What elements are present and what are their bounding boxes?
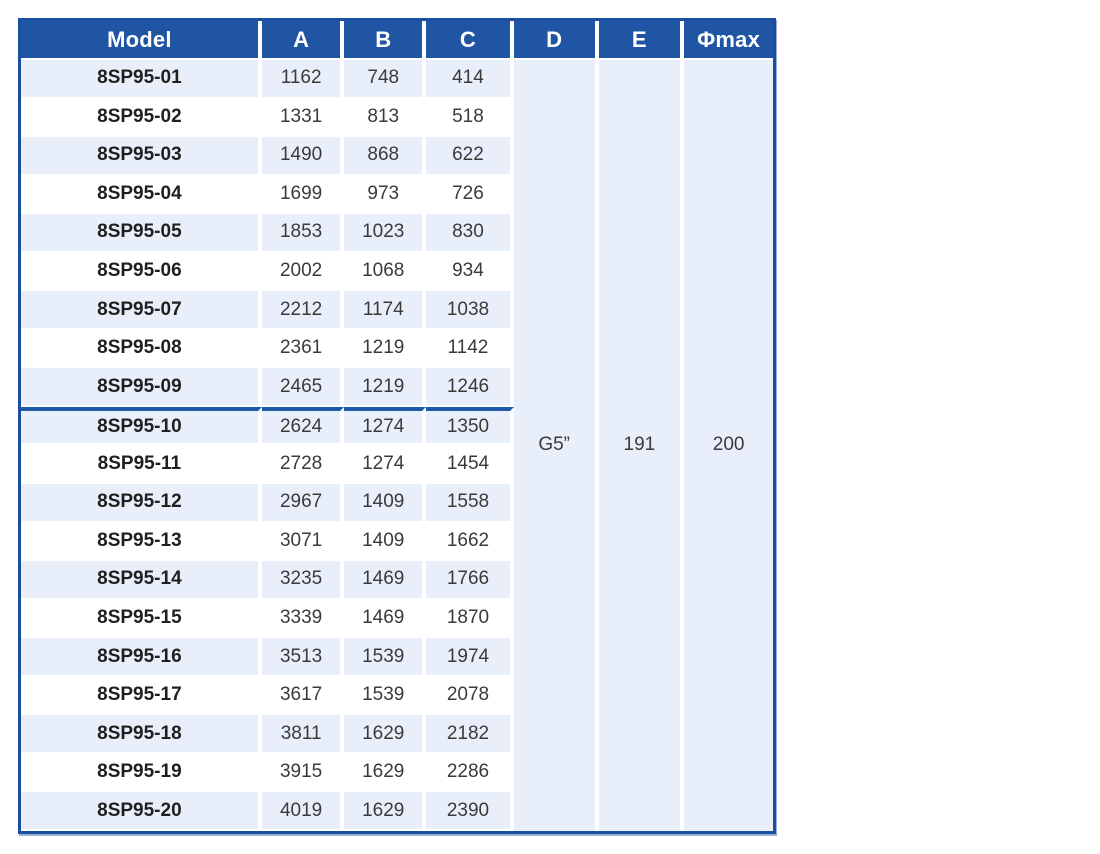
header-cell-e: E [598,21,685,60]
model-cell: 8SP95-03 [21,137,262,176]
value-cell-b: 1629 [344,753,427,793]
merged-cell-e: 191 [598,60,685,831]
header-cell-model: Model [21,21,262,60]
model-cell: 8SP95-04 [21,175,262,215]
value-cell-a: 3915 [261,753,345,793]
value-cell-c: 1558 [426,484,514,523]
value-cell-b: 1274 [344,406,427,446]
value-cell-a: 1853 [261,214,345,253]
value-cell-c: 622 [426,137,514,176]
value-cell-a: 2361 [261,329,345,369]
value-cell-b: 868 [344,137,427,176]
value-cell-b: 1629 [344,715,427,754]
value-cell-b: 1174 [344,291,427,330]
value-cell-b: 1409 [344,484,427,523]
value-cell-b: 1539 [344,638,427,677]
value-cell-b: 1274 [344,445,427,485]
value-cell-a: 3339 [261,599,345,639]
model-cell: 8SP95-10 [21,406,262,446]
model-cell: 8SP95-09 [21,368,262,407]
value-cell-c: 2182 [426,715,514,754]
value-cell-c: 518 [426,98,514,138]
value-cell-b: 748 [344,60,427,99]
model-cell: 8SP95-05 [21,214,262,253]
model-cell: 8SP95-19 [21,753,262,793]
value-cell-a: 3811 [261,715,345,754]
value-cell-c: 1870 [426,599,514,639]
value-cell-c: 830 [426,214,514,253]
value-cell-b: 1539 [344,676,427,716]
value-cell-c: 1454 [426,445,514,485]
header-cell-phimax: Φmax [684,21,773,60]
value-cell-c: 1974 [426,638,514,677]
value-cell-a: 3235 [261,561,345,600]
header-cell-c: C [426,21,514,60]
merged-cell-phimax: 200 [684,60,773,831]
value-cell-b: 1409 [344,522,427,562]
value-cell-b: 1469 [344,599,427,639]
value-cell-a: 3071 [261,522,345,562]
value-cell-a: 1331 [261,98,345,138]
model-cell: 8SP95-07 [21,291,262,330]
value-cell-b: 1023 [344,214,427,253]
value-cell-b: 1219 [344,368,427,407]
model-cell: 8SP95-18 [21,715,262,754]
model-cell: 8SP95-17 [21,676,262,716]
value-cell-b: 973 [344,175,427,215]
value-cell-a: 2465 [261,368,345,407]
value-cell-a: 1162 [261,60,345,99]
model-cell: 8SP95-20 [21,792,262,831]
value-cell-a: 2967 [261,484,345,523]
value-cell-a: 4019 [261,792,345,831]
value-cell-a: 1490 [261,137,345,176]
model-cell: 8SP95-11 [21,445,262,485]
model-cell: 8SP95-01 [21,60,262,99]
value-cell-c: 414 [426,60,514,99]
value-cell-a: 2002 [261,252,345,292]
merged-cell-d: G5” [513,60,599,831]
model-cell: 8SP95-14 [21,561,262,600]
value-cell-c: 2390 [426,792,514,831]
value-cell-c: 1766 [426,561,514,600]
value-cell-b: 813 [344,98,427,138]
value-cell-a: 3513 [261,638,345,677]
model-cell: 8SP95-16 [21,638,262,677]
model-cell: 8SP95-15 [21,599,262,639]
model-cell: 8SP95-06 [21,252,262,292]
value-cell-a: 2212 [261,291,345,330]
value-cell-b: 1068 [344,252,427,292]
header-cell-d: D [513,21,599,60]
value-cell-a: 1699 [261,175,345,215]
model-cell: 8SP95-12 [21,484,262,523]
model-cell: 8SP95-02 [21,98,262,138]
value-cell-c: 1142 [426,329,514,369]
value-cell-c: 726 [426,175,514,215]
value-cell-a: 3617 [261,676,345,716]
value-cell-c: 1038 [426,291,514,330]
value-cell-b: 1469 [344,561,427,600]
value-cell-c: 1246 [426,368,514,407]
value-cell-b: 1219 [344,329,427,369]
model-cell: 8SP95-08 [21,329,262,369]
value-cell-c: 1350 [426,406,514,446]
header-cell-a: A [261,21,345,60]
value-cell-c: 2078 [426,676,514,716]
dimensions-table: Model A B C D E Φmax G5” 191 200 8SP95-0… [18,18,776,834]
model-cell: 8SP95-13 [21,522,262,562]
value-cell-c: 1662 [426,522,514,562]
value-cell-b: 1629 [344,792,427,831]
value-cell-a: 2728 [261,445,345,485]
value-cell-a: 2624 [261,406,345,446]
value-cell-c: 934 [426,252,514,292]
header-cell-b: B [344,21,427,60]
value-cell-c: 2286 [426,753,514,793]
